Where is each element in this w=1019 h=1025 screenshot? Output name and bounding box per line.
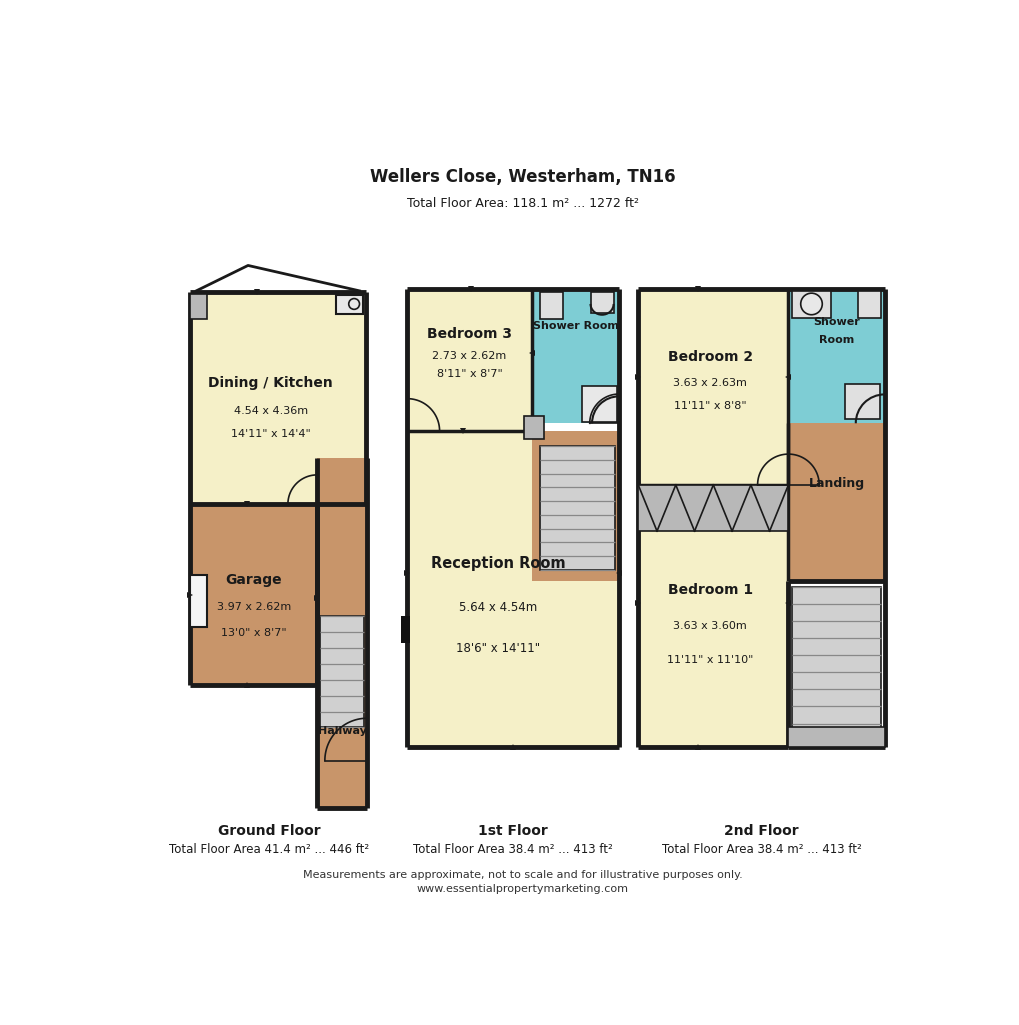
Text: 11'11" x 8'8": 11'11" x 8'8" xyxy=(674,402,746,411)
Text: Reception Room: Reception Room xyxy=(431,557,566,571)
Circle shape xyxy=(800,293,821,315)
Bar xyxy=(539,447,614,570)
Text: Total Floor Area: 118.1 m² ... 1272 ft²: Total Floor Area: 118.1 m² ... 1272 ft² xyxy=(407,198,638,210)
Bar xyxy=(638,289,788,485)
Text: Measurements are approximate, not to scale and for illustrative purposes only.: Measurements are approximate, not to sca… xyxy=(303,870,742,880)
Bar xyxy=(317,458,367,809)
Text: 3.63 x 3.60m: 3.63 x 3.60m xyxy=(673,621,747,631)
Bar xyxy=(524,415,543,439)
Text: Garage: Garage xyxy=(225,573,281,587)
Bar xyxy=(792,587,880,740)
Text: 13'0" x 8'7": 13'0" x 8'7" xyxy=(220,627,286,638)
Text: 2nd Floor: 2nd Floor xyxy=(723,824,798,838)
Text: 1st Floor: 1st Floor xyxy=(478,824,547,838)
Text: Bedroom 1: Bedroom 1 xyxy=(667,582,752,597)
Bar xyxy=(190,504,317,685)
Bar xyxy=(788,728,883,746)
Text: Landing: Landing xyxy=(808,477,864,490)
Bar xyxy=(190,575,207,627)
Text: 5.64 x 4.54m: 5.64 x 4.54m xyxy=(459,602,537,614)
Text: 2.73 x 2.62m: 2.73 x 2.62m xyxy=(432,351,506,361)
Text: www.essentialpropertymarketing.com: www.essentialpropertymarketing.com xyxy=(417,885,628,894)
Text: 18'6" x 14'11": 18'6" x 14'11" xyxy=(455,643,540,655)
Text: Shower Room: Shower Room xyxy=(532,321,618,331)
Text: Ground Floor: Ground Floor xyxy=(218,824,320,838)
Bar xyxy=(407,289,532,430)
Bar xyxy=(638,485,788,746)
Text: 3.63 x 2.63m: 3.63 x 2.63m xyxy=(673,378,747,387)
Bar xyxy=(407,430,619,746)
Text: Total Floor Area 38.4 m² ... 413 ft²: Total Floor Area 38.4 m² ... 413 ft² xyxy=(413,843,612,856)
Bar xyxy=(336,295,363,314)
Bar xyxy=(590,292,613,314)
Text: 14'11" x 14'4": 14'11" x 14'4" xyxy=(230,429,311,440)
Bar xyxy=(400,616,410,643)
Text: Total Floor Area 41.4 m² ... 446 ft²: Total Floor Area 41.4 m² ... 446 ft² xyxy=(169,843,369,856)
Bar xyxy=(582,386,616,421)
Bar xyxy=(532,430,619,581)
Text: 3.97 x 2.62m: 3.97 x 2.62m xyxy=(216,603,290,612)
Text: 4.54 x 4.36m: 4.54 x 4.36m xyxy=(233,406,308,416)
Bar xyxy=(792,291,829,318)
Text: Total Floor Area 38.4 m² ... 413 ft²: Total Floor Area 38.4 m² ... 413 ft² xyxy=(661,843,860,856)
Bar xyxy=(190,292,366,504)
Text: Bedroom 2: Bedroom 2 xyxy=(667,351,752,364)
Text: Shower: Shower xyxy=(812,318,859,327)
Bar xyxy=(539,292,562,320)
Text: Wellers Close, Westerham, TN16: Wellers Close, Westerham, TN16 xyxy=(370,168,675,186)
Text: Bedroom 3: Bedroom 3 xyxy=(427,327,512,341)
Bar xyxy=(788,423,883,581)
Bar xyxy=(532,289,619,423)
Text: Room: Room xyxy=(818,335,853,344)
Bar xyxy=(320,616,364,728)
Bar xyxy=(638,485,788,531)
Text: Hallway: Hallway xyxy=(318,727,366,736)
Bar xyxy=(857,291,880,318)
Text: Dining / Kitchen: Dining / Kitchen xyxy=(208,376,333,391)
Bar xyxy=(190,294,207,320)
Text: 11'11" x 11'10": 11'11" x 11'10" xyxy=(666,655,753,665)
Bar xyxy=(788,289,883,423)
Text: 8'11" x 8'7": 8'11" x 8'7" xyxy=(436,369,502,379)
Bar xyxy=(844,384,879,419)
